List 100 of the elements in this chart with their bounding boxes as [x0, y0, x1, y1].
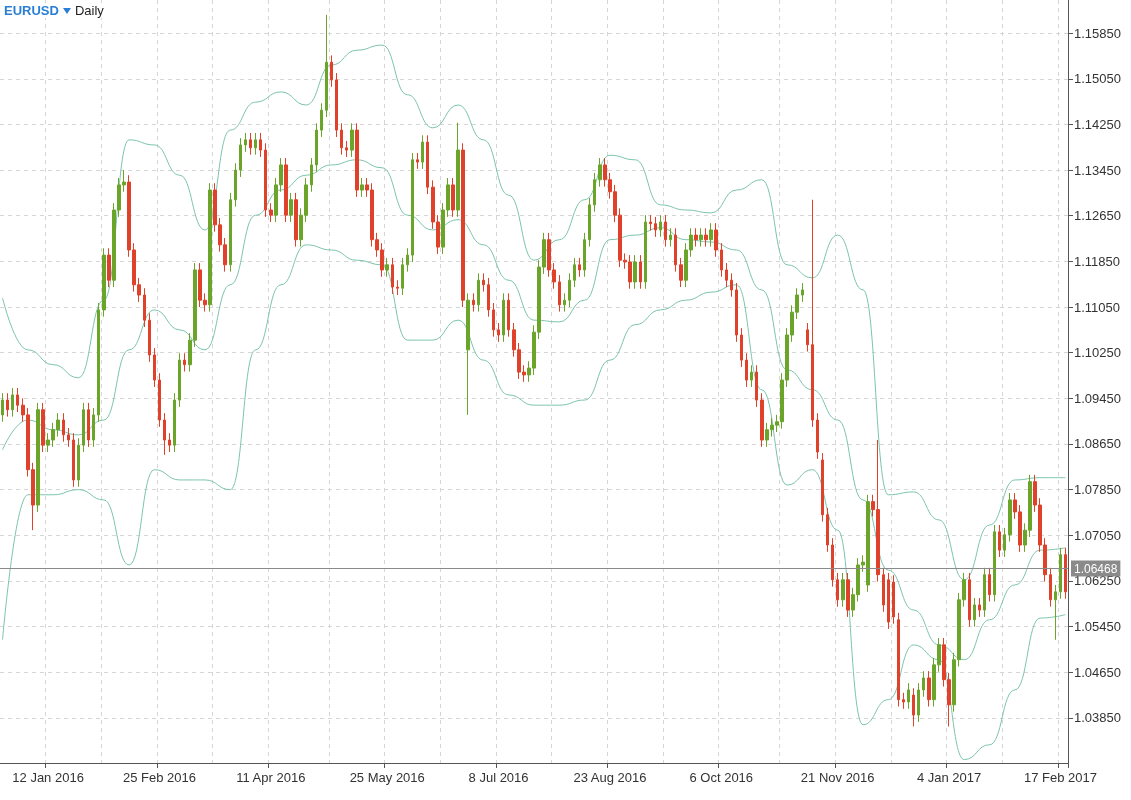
- candlestick: [391, 257, 394, 295]
- candlestick: [92, 407, 95, 448]
- x-tick-label: 12 Jan 2016: [12, 770, 84, 785]
- candlestick: [310, 157, 313, 193]
- candlestick: [573, 257, 576, 288]
- candlestick: [704, 227, 708, 248]
- candlestick: [1064, 547, 1067, 600]
- candlestick: [745, 352, 748, 388]
- candlestick: [725, 262, 728, 288]
- candlestick: [679, 257, 683, 288]
- y-tick-label: 1.06250: [1074, 573, 1121, 589]
- candlestick: [355, 122, 359, 198]
- candlestick: [755, 364, 758, 408]
- candlestick: [62, 412, 65, 443]
- candlestick: [244, 132, 247, 153]
- candlestick: [41, 402, 45, 453]
- x-tick-label: 8 Jul 2016: [468, 770, 529, 785]
- candlestick: [16, 387, 19, 413]
- y-tick-label: 1.11050: [1074, 299, 1121, 315]
- candlestick: [330, 54, 333, 88]
- candlestick: [67, 427, 70, 448]
- candlestick: [709, 222, 713, 248]
- candlestick: [760, 392, 764, 448]
- line-series: [2, 159, 1066, 661]
- x-tick-label: 6 Oct 2016: [689, 770, 754, 785]
- candlestick: [461, 142, 465, 308]
- candlestick: [978, 597, 981, 618]
- y-tick-label: 1.03850: [1074, 710, 1121, 726]
- candlestick: [239, 137, 242, 178]
- y-tick-label: 1.05450: [1074, 619, 1121, 635]
- candlestick: [917, 682, 920, 723]
- candlestick: [983, 567, 986, 618]
- candlestick: [406, 247, 409, 273]
- candlestick: [639, 254, 642, 290]
- candlestick: [249, 132, 252, 156]
- line-series: [2, 44, 1066, 581]
- candlestick: [482, 272, 485, 293]
- y-tick-label: 1.15050: [1074, 71, 1121, 87]
- candlestick: [988, 567, 991, 602]
- y-tick-label: 1.09450: [1074, 390, 1121, 406]
- candlestick: [649, 214, 652, 232]
- candlestick: [922, 670, 925, 698]
- candlestick: [841, 572, 845, 608]
- candlestick: [699, 227, 703, 248]
- candlestick: [846, 572, 850, 618]
- candlestick: [492, 302, 495, 338]
- candlestick: [968, 572, 971, 628]
- candlestick: [466, 292, 470, 416]
- y-tick-label: 1.07850: [1074, 482, 1121, 498]
- candlestick: [229, 192, 232, 273]
- y-tick-label: 1.07050: [1074, 527, 1121, 543]
- y-tick-label: 1.10250: [1074, 345, 1121, 361]
- candlestick: [892, 574, 895, 625]
- y-tick-label: 1.14250: [1074, 116, 1121, 132]
- candlestick: [11, 387, 14, 418]
- candlestick: [694, 227, 698, 248]
- candlestick: [593, 172, 596, 213]
- candlestick: [158, 372, 161, 428]
- candlestick: [1054, 584, 1057, 641]
- candlestick: [730, 272, 733, 298]
- x-tick-label: 23 Aug 2016: [573, 770, 647, 785]
- candlestick: [143, 287, 146, 328]
- candlestick: [669, 227, 672, 248]
- candlestick: [163, 412, 166, 456]
- candlestick: [294, 192, 298, 248]
- candlestick: [259, 132, 262, 158]
- y-tick-label: 1.12650: [1074, 208, 1121, 224]
- candlestick: [998, 524, 1001, 558]
- candlestick: [927, 670, 931, 707]
- candlestick: [887, 572, 890, 630]
- candlestick: [335, 72, 338, 138]
- candlestick: [401, 257, 404, 296]
- candlestick: [72, 432, 75, 488]
- candlestick: [836, 572, 839, 608]
- candlestick: [973, 597, 976, 628]
- candlestick: [664, 214, 667, 248]
- y-tick-label: 1.15850: [1074, 25, 1121, 41]
- candlestick: [897, 612, 900, 707]
- candlestick: [563, 292, 566, 313]
- candlestick: [659, 214, 662, 238]
- candlestick: [77, 437, 80, 488]
- candlestick: [350, 122, 354, 158]
- candlestick: [284, 157, 288, 223]
- candlestick: [902, 692, 905, 710]
- candlestick: [173, 392, 176, 453]
- candlestick: [208, 182, 212, 313]
- candlestick: [720, 242, 723, 278]
- chart-title: EURUSD: [4, 3, 59, 18]
- x-tick-label: 11 Apr 2016: [236, 770, 306, 785]
- candlestick: [472, 292, 475, 313]
- candlestick: [234, 162, 237, 208]
- candlestick: [451, 177, 455, 218]
- candlestick: [588, 197, 591, 248]
- candlestick: [1008, 492, 1012, 543]
- candlestick: [816, 412, 819, 460]
- candlestick: [269, 202, 273, 223]
- candlestick: [385, 257, 389, 278]
- candlestick: [806, 322, 809, 353]
- chart-subtitle: Daily: [74, 3, 104, 18]
- candlestick: [289, 192, 293, 223]
